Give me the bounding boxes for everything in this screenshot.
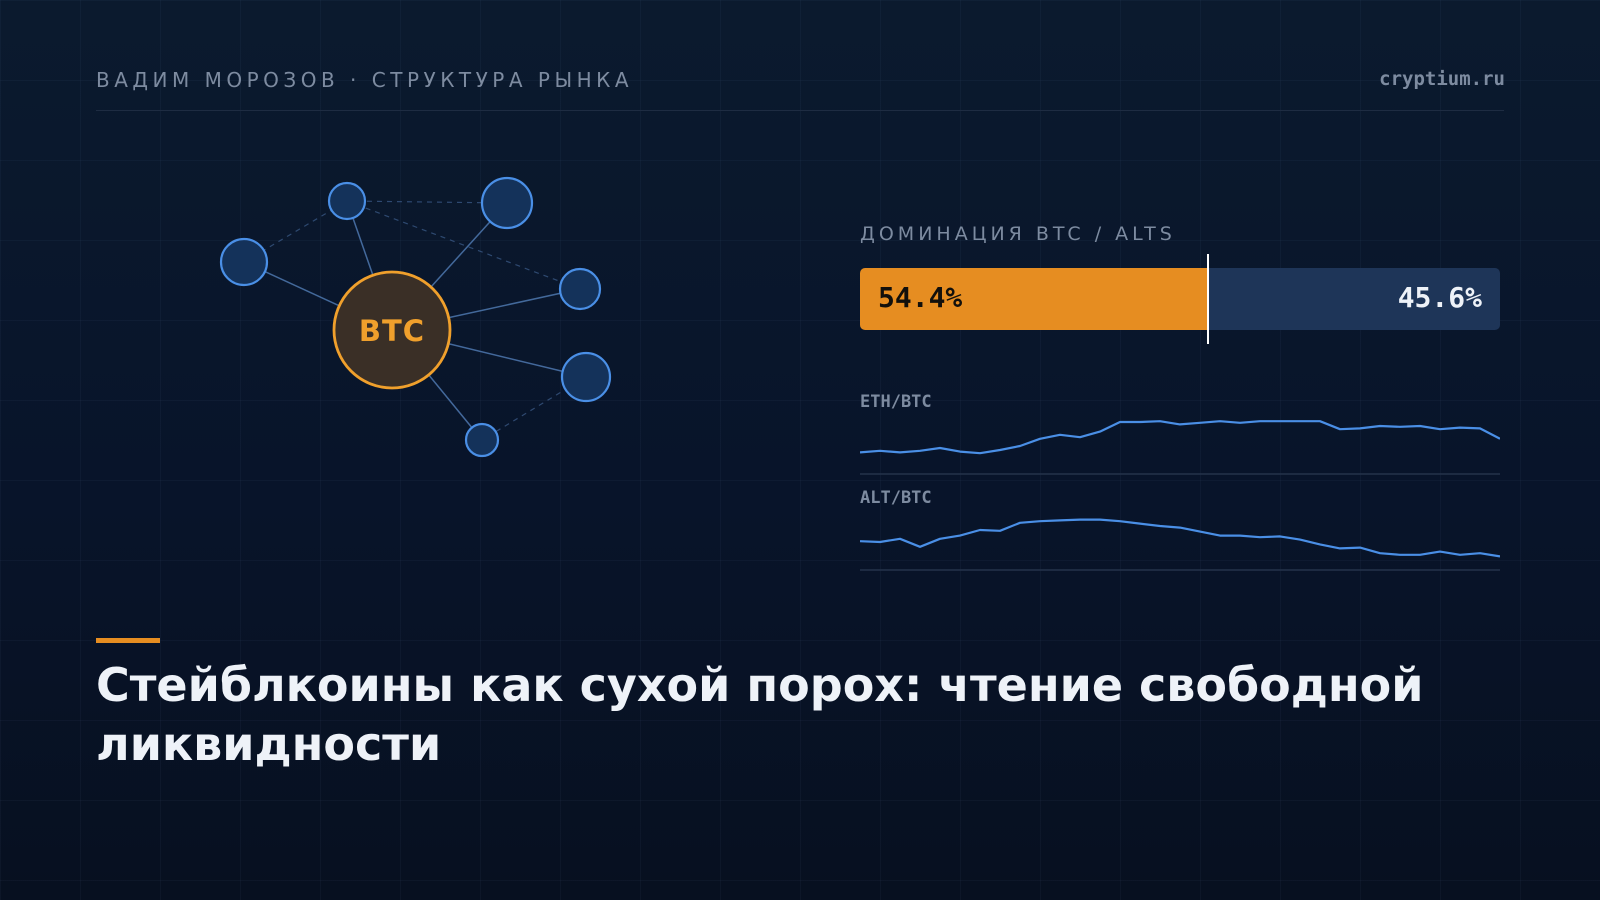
btc-network-diagram: BTC: [219, 176, 612, 458]
alt-node: [327, 181, 367, 221]
sparkline-series: [860, 518, 1500, 558]
dominance-bar: 54.4% 45.6%: [860, 254, 1500, 344]
dominance-btc-segment: 54.4%: [860, 268, 1208, 330]
site-name[interactable]: cryptium.ru: [1379, 68, 1505, 90]
author-section-label: ВАДИМ МОРОЗОВ · СТРУКТУРА РЫНКА: [96, 68, 634, 92]
btc-center-node: [332, 270, 452, 390]
eth-btc-sparkline: [860, 420, 1500, 475]
dashed-link: [346, 200, 581, 290]
dominance-alts-segment: 45.6%: [1208, 268, 1500, 330]
eth-btc-label: ETH/BTC: [860, 392, 932, 412]
dominance-btc-value: 54.4%: [878, 281, 963, 314]
dominance-label: ДОМИНАЦИЯ BTC / ALTS: [860, 223, 1176, 245]
network-nodes: [219, 176, 612, 458]
header-divider: [96, 110, 1504, 111]
alt-btc-label: ALT/BTC: [860, 488, 932, 508]
article-title: Стейблкоины как сухой порох: чтение своб…: [96, 658, 1424, 771]
alt-node: [219, 237, 269, 287]
alt-btc-sparkline: [860, 518, 1500, 571]
dashed-link: [346, 200, 508, 204]
alt-node: [560, 351, 612, 403]
alt-node: [464, 422, 500, 458]
dominance-alts-value: 45.6%: [1397, 281, 1482, 314]
alt-node: [558, 267, 602, 311]
dominance-divider: [1207, 254, 1209, 344]
title-accent-bar: [96, 638, 160, 643]
sparkline-series: [860, 420, 1500, 455]
btc-node-label: BTC: [359, 314, 425, 348]
alt-node: [480, 176, 534, 230]
